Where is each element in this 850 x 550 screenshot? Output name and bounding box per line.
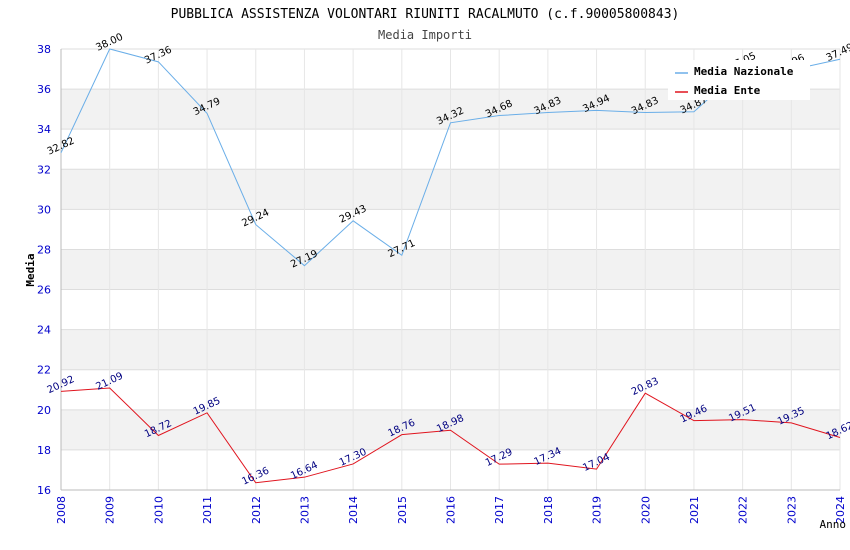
data-label-nazionale-2024: 37.49 (825, 42, 850, 64)
gridlines (60, 48, 841, 491)
y-tick-label-20: 20 (37, 404, 51, 417)
y-tick-label-32: 32 (37, 163, 51, 176)
y-tick-label-16: 16 (37, 484, 51, 497)
x-tick-label-2010: 2010 (152, 496, 165, 524)
chart-title: PUBBLICA ASSISTENZA VOLONTARI RIUNITI RA… (171, 7, 680, 22)
x-tick-label-2018: 2018 (542, 496, 555, 524)
x-tick-label-2023: 2023 (785, 496, 798, 524)
x-tick-label-2014: 2014 (347, 496, 360, 524)
x-tick-label-2015: 2015 (396, 496, 409, 524)
y-tick-label-30: 30 (37, 203, 51, 216)
axes (60, 49, 840, 491)
x-tick-label-2020: 2020 (639, 496, 652, 524)
x-axis-label: Anno (820, 518, 847, 531)
y-tick-label-38: 38 (37, 43, 51, 56)
y-tick-label-36: 36 (37, 83, 51, 96)
x-tick-label-2022: 2022 (737, 496, 750, 524)
x-tick-labels: 2008 2009 2010 2011 2012 2013 2014 2015 2016 2017… (55, 496, 847, 524)
legend-box (668, 60, 810, 100)
x-tick-label-2011: 2011 (201, 496, 214, 524)
x-tick-label-2009: 2009 (104, 496, 117, 524)
x-tick-label-2024: 2024 (834, 496, 847, 524)
y-tick-label-34: 34 (37, 123, 51, 136)
x-tick-label-2012: 2012 (250, 496, 263, 524)
x-tick-label-2017: 2017 (493, 496, 506, 524)
x-tick-label-2021: 2021 (688, 496, 701, 524)
x-tick-label-2019: 2019 (591, 496, 604, 524)
legend: Media Nazionale Media Ente (668, 60, 810, 100)
y-tick-label-18: 18 (37, 444, 51, 457)
y-tick-label-26: 26 (37, 284, 51, 297)
y-tick-labels: 16 18 20 22 24 26 28 30 32 34 36 38 (37, 43, 51, 497)
y-axis-label: Media (24, 253, 37, 286)
y-tick-label-24: 24 (37, 324, 51, 337)
y-tick-label-28: 28 (37, 243, 51, 256)
legend-label-ente: Media Ente (694, 84, 761, 97)
series-line-media-ente (60, 387, 841, 484)
y-tick-label-22: 22 (37, 364, 51, 377)
x-tick-label-2013: 2013 (298, 496, 311, 524)
chart-subtitle: Media Importi (378, 28, 472, 42)
legend-label-nazionale: Media Nazionale (694, 65, 794, 78)
x-tick-label-2016: 2016 (445, 496, 458, 524)
x-tick-label-2008: 2008 (55, 496, 68, 524)
